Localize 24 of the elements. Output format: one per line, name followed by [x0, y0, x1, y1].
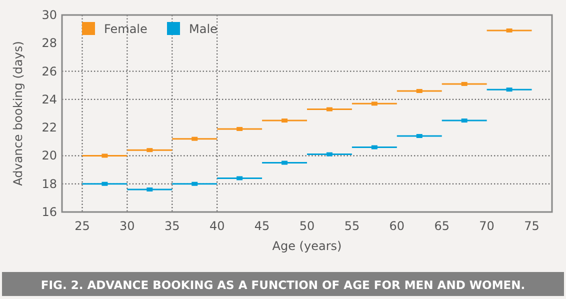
y-tick-label: 30 — [42, 8, 57, 22]
x-tick-label: 75 — [524, 219, 540, 233]
y-tick-label: 22 — [42, 120, 57, 135]
x-tick-label: 55 — [344, 219, 360, 233]
x-tick-label: 60 — [389, 219, 405, 233]
y-axis-title: Advance booking (days) — [11, 41, 25, 186]
y-tick-label: 24 — [42, 92, 57, 106]
y-tick-label: 28 — [42, 36, 57, 50]
x-tick-label: 25 — [74, 219, 90, 233]
x-tick-label: 70 — [479, 219, 494, 233]
x-tick-label: 65 — [434, 219, 450, 233]
x-tick-label: 45 — [254, 219, 270, 233]
y-tick-label: 20 — [42, 148, 57, 163]
x-tick-label: 30 — [120, 219, 135, 233]
x-axis-title: Age (years) — [272, 239, 342, 253]
legend-label: Male — [189, 22, 218, 36]
x-tick-label: 50 — [299, 219, 315, 233]
y-tick-label: 26 — [42, 64, 57, 78]
x-tick-label: 40 — [209, 219, 225, 233]
y-tick-label: 18 — [42, 176, 57, 191]
text: FIG. 2. ADVANCE BOOKING AS A FUNCTION OF AGE FOR MEN AND WOMEN. — [40, 278, 526, 292]
y-tick-label: 16 — [42, 205, 57, 219]
legend-label: Female — [104, 22, 148, 36]
x-tick-label: 35 — [164, 219, 180, 233]
